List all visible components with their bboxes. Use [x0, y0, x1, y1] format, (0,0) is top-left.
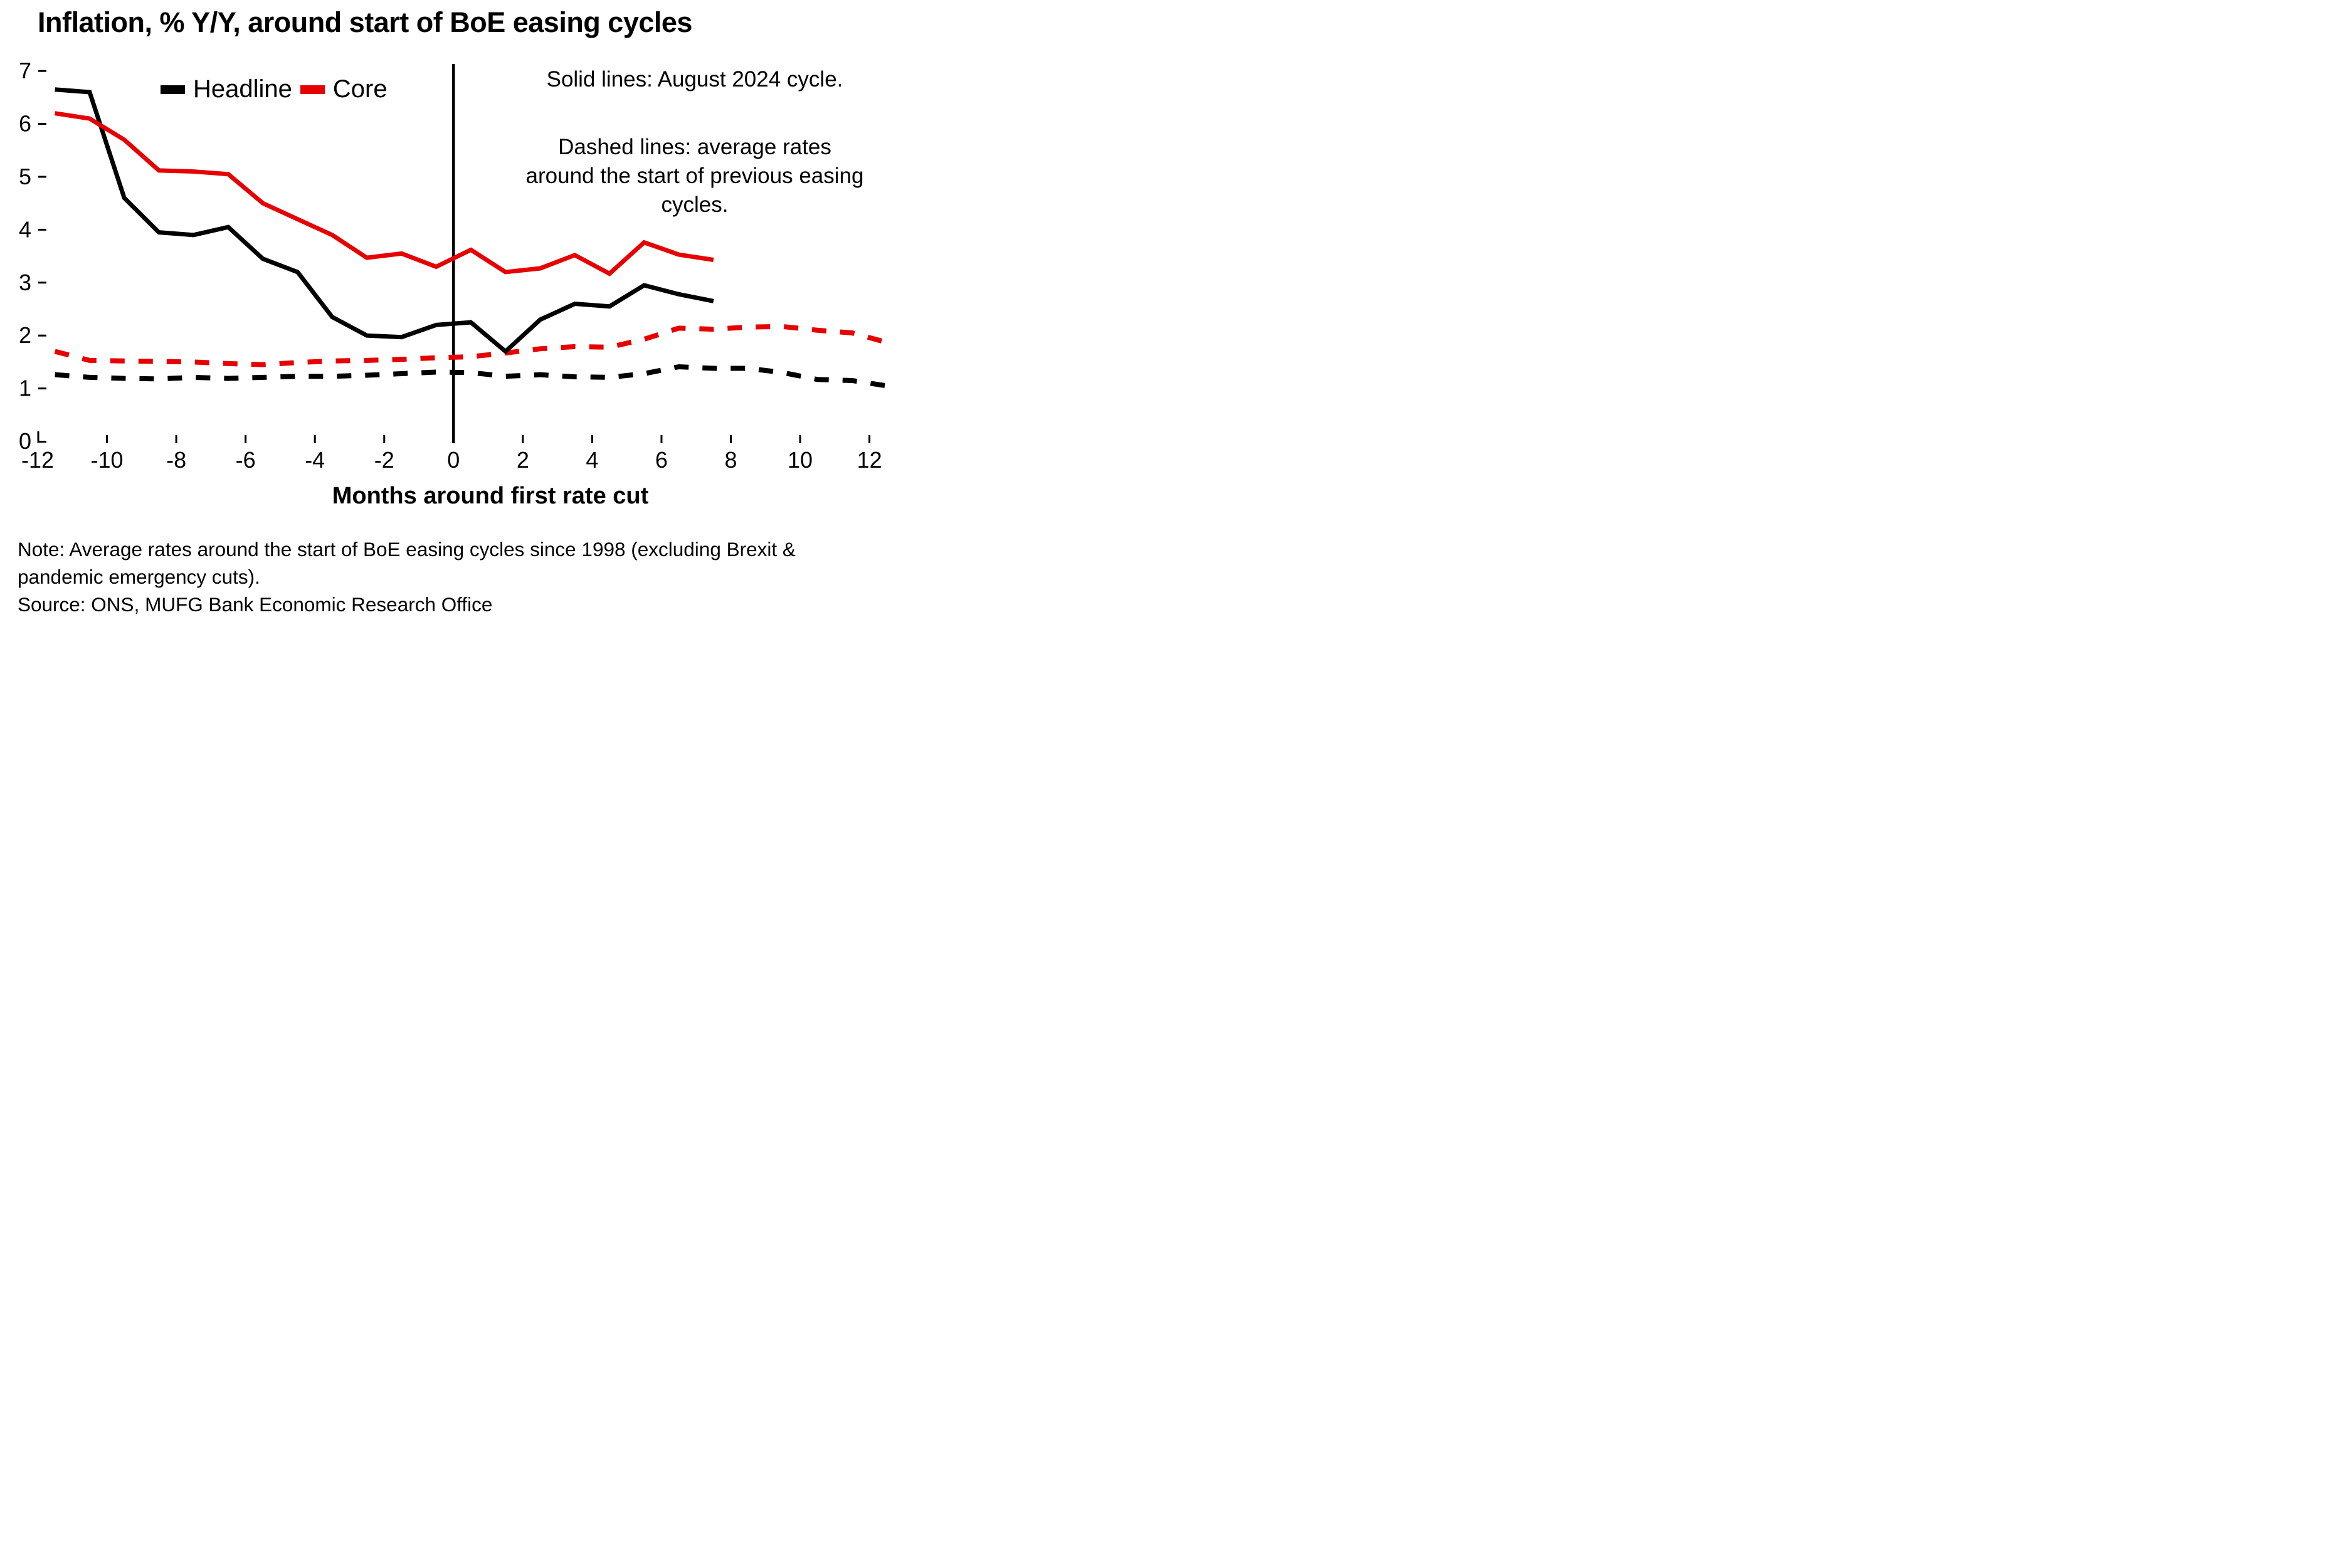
- annotation-dashed-line3: cycles.: [661, 192, 729, 217]
- legend-swatch-core: [300, 85, 325, 94]
- y-tick-label: 2: [19, 322, 31, 348]
- y-tick-label: 3: [19, 270, 31, 295]
- y-tick-label: 6: [19, 111, 31, 137]
- y-tick-label: 4: [19, 216, 31, 242]
- legend-label-headline: Headline: [193, 75, 292, 103]
- x-tick-label: -6: [236, 447, 256, 473]
- note-line1: Note: Average rates around the start of …: [18, 538, 796, 560]
- x-tick-label: 12: [857, 447, 882, 473]
- x-tick-label: 10: [788, 447, 813, 473]
- legend-label-core: Core: [332, 75, 388, 103]
- source-line: Source: ONS, MUFG Bank Economic Research…: [18, 593, 493, 616]
- x-tick-label: 0: [447, 447, 460, 473]
- y-tick-label: 5: [19, 164, 31, 189]
- axis-corner: [37, 431, 46, 443]
- x-tick-label: 4: [586, 447, 598, 473]
- series-core-august-2024-cycle: [55, 111, 714, 276]
- x-tick-label: 8: [724, 447, 737, 473]
- y-tick-label: 0: [19, 428, 31, 454]
- footnotes: Note: Average rates around the start of …: [18, 535, 796, 618]
- series-headline-august-2024-cycle: [55, 87, 714, 355]
- annotation-dashed-line1: Dashed lines: average rates: [558, 135, 831, 159]
- inflation-chart-figure: 0 1 2 3 4 5 6 7 -12 -10 -8 -6 -4 -2 0 2 4 6 8 10 12 Inflatio…: [0, 0, 941, 627]
- series-core-average-previous-cycles: [54, 324, 888, 367]
- chart-title: Inflation, % Y/Y, around start of BoE ea…: [38, 6, 692, 38]
- x-tick-label: -8: [166, 447, 186, 473]
- x-tick-label: -2: [374, 447, 394, 473]
- y-tick-label: 7: [19, 58, 31, 83]
- x-tick-label: 2: [517, 447, 529, 473]
- note-line2: pandemic emergency cuts).: [18, 566, 260, 588]
- annotation-dashed-line2: around the start of previous easing: [525, 164, 864, 188]
- y-tick-label: 1: [19, 376, 31, 401]
- x-tick-label: -4: [305, 447, 325, 473]
- x-tick-label: 6: [655, 447, 668, 473]
- annotation-dashed-lines: Dashed lines: average rates around the s…: [475, 133, 914, 219]
- x-tick-label: -12: [21, 447, 54, 473]
- legend-swatch-headline: [161, 85, 185, 94]
- x-axis-label: Months around first rate cut: [332, 483, 649, 509]
- annotation-solid-lines: Solid lines: August 2024 cycle.: [546, 67, 843, 92]
- legend: Headline Core: [161, 75, 388, 103]
- series-headline-average-previous-cycles: [55, 364, 887, 389]
- x-tick-label: -10: [91, 447, 124, 473]
